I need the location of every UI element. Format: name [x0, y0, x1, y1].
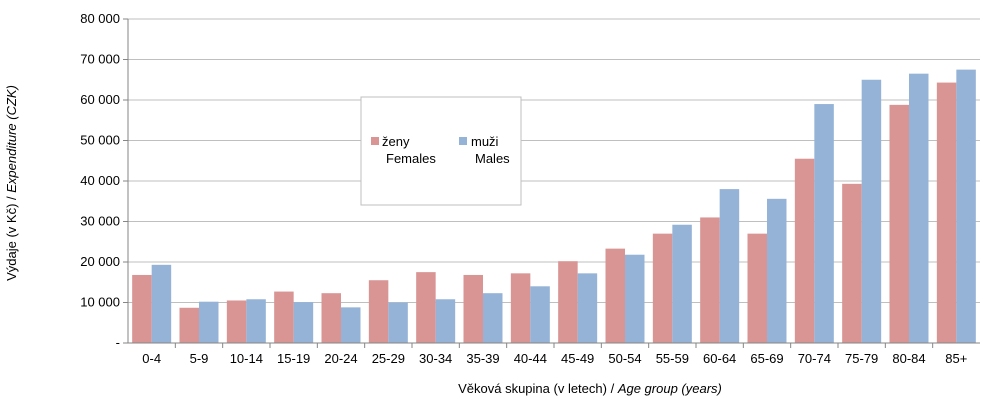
- bar-females: [226, 300, 247, 343]
- x-tick-label: 85+: [945, 351, 967, 366]
- bar-females: [510, 273, 531, 343]
- bar-males: [625, 254, 645, 343]
- x-tick-label: 70-74: [798, 351, 831, 366]
- bar-females: [794, 158, 815, 343]
- x-tick-label: 60-64: [703, 351, 736, 366]
- x-tick-label: 35-39: [466, 351, 499, 366]
- x-tick-label: 75-79: [845, 351, 878, 366]
- legend-label-females-cz: ženy: [382, 134, 410, 149]
- x-tick-label: 65-69: [750, 351, 783, 366]
- bar-males: [956, 69, 976, 343]
- bar-females: [936, 82, 957, 344]
- bar-males: [199, 301, 219, 343]
- y-tick-label: -: [116, 335, 120, 350]
- y-tick-label: 50 000: [80, 133, 120, 148]
- legend-swatch-males: [459, 137, 467, 145]
- bar-males: [388, 302, 408, 343]
- legend-box: [360, 96, 522, 206]
- bar-females: [605, 248, 625, 343]
- bar-males: [577, 273, 598, 343]
- bar-females: [842, 183, 862, 343]
- bar-males: [909, 73, 929, 344]
- bar-females: [321, 293, 341, 343]
- y-axis-title-cz: Výdaje (v Kč): [4, 204, 19, 281]
- bar-females: [368, 280, 389, 343]
- legend: ženy Females muži Males: [360, 96, 522, 206]
- bar-males: [293, 302, 314, 343]
- y-axis-title-en: Expenditure (CZK): [4, 85, 19, 193]
- bar-males: [151, 264, 172, 343]
- x-tick-label: 20-24: [324, 351, 357, 366]
- bar-females: [274, 291, 294, 343]
- bar-males: [719, 189, 740, 343]
- bar-males: [530, 286, 550, 343]
- x-tick-label: 40-44: [514, 351, 547, 366]
- x-tick-label: 0-4: [142, 351, 161, 366]
- bar-males: [341, 307, 361, 343]
- y-axis-title-sep: /: [4, 193, 19, 204]
- x-tick-label: 30-34: [419, 351, 452, 366]
- bar-males: [246, 299, 266, 343]
- y-tick-label: 70 000: [80, 52, 120, 67]
- bar-females: [463, 274, 483, 343]
- bar-males: [861, 79, 882, 343]
- x-tick-label: 5-9: [190, 351, 209, 366]
- bar-females: [179, 307, 199, 343]
- y-tick-labels: - 10 000 20 000 30 000 40 000 50 000 60 000 70 …: [80, 11, 120, 350]
- x-tick-label: 50-54: [608, 351, 641, 366]
- bar-males: [814, 104, 834, 343]
- y-tick-label: 30 000: [80, 214, 120, 229]
- bar-males: [767, 198, 787, 343]
- y-tick-label: 10 000: [80, 295, 120, 310]
- bars: [132, 69, 976, 344]
- bar-females: [558, 261, 578, 343]
- bar-males: [483, 293, 503, 343]
- y-tick-label: 20 000: [80, 254, 120, 269]
- legend-label-males-en: Males: [475, 151, 510, 166]
- x-tick-label: 80-84: [892, 351, 925, 366]
- x-axis-title: Věková skupina (v letech) / Age group (y…: [458, 381, 722, 396]
- bar-females: [700, 217, 720, 343]
- x-axis-title-en: Age group (years): [617, 381, 722, 396]
- bar-males: [672, 224, 692, 343]
- bar-females: [747, 233, 767, 343]
- x-tick-label: 45-49: [561, 351, 594, 366]
- bar-females: [416, 272, 436, 343]
- legend-label-females-en: Females: [386, 151, 436, 166]
- gridlines: [123, 18, 980, 344]
- x-axis-title-sep: /: [607, 381, 618, 396]
- x-tick-label: 10-14: [230, 351, 263, 366]
- bar-males: [435, 299, 456, 343]
- y-tick-label: 60 000: [80, 92, 120, 107]
- y-tick-label: 40 000: [80, 173, 120, 188]
- x-tick-label: 55-59: [656, 351, 689, 366]
- bar-females: [652, 233, 673, 343]
- legend-swatch-females: [371, 137, 379, 145]
- y-tick-label: 80 000: [80, 11, 120, 26]
- x-tick-label: 25-29: [372, 351, 405, 366]
- x-tick-label: 15-19: [277, 351, 310, 366]
- y-axis-title: Výdaje (v Kč) / Expenditure (CZK): [4, 85, 19, 281]
- bar-females: [889, 104, 909, 343]
- x-axis-title-cz: Věková skupina (v letech): [458, 381, 607, 396]
- x-tick-labels: 0-4 5-9 10-14 15-19 20-24 25-29 30-34 35-39 40-4…: [142, 343, 967, 366]
- legend-label-males-cz: muži: [471, 134, 499, 149]
- bar-females: [132, 274, 152, 343]
